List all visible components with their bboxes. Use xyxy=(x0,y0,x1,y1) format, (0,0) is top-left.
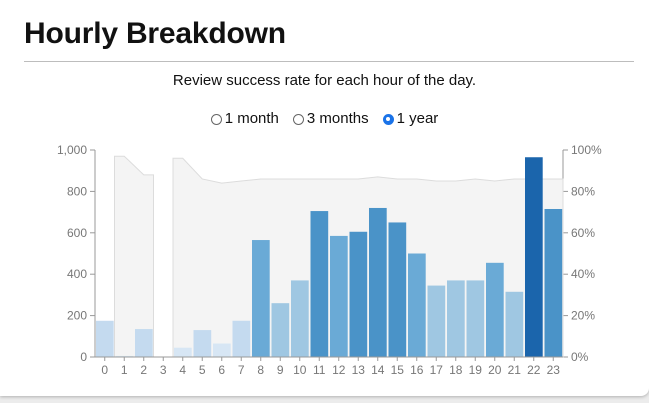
y-tick-label: 0 xyxy=(80,350,87,364)
bar-hour-22 xyxy=(525,157,543,357)
range-option-1-year[interactable]: 1 year xyxy=(382,110,439,127)
x-tick-label: 1 xyxy=(121,363,128,377)
bar-hour-0 xyxy=(96,320,114,357)
bar-hour-5 xyxy=(193,330,212,357)
range-option-label: 1 year xyxy=(396,110,439,127)
bar-hour-23 xyxy=(544,208,563,357)
radio-button-icon[interactable] xyxy=(210,113,222,125)
y2-tick-label: 0% xyxy=(571,350,589,364)
y-tick-label: 600 xyxy=(67,226,87,240)
bar-hour-15 xyxy=(388,222,407,357)
page-title: Hourly Breakdown xyxy=(24,17,286,50)
y2-tick-label: 100% xyxy=(571,143,602,157)
bar-hour-11 xyxy=(310,211,329,357)
bar-hour-9 xyxy=(271,303,290,357)
x-tick-label: 2 xyxy=(140,363,147,377)
bar-hour-18 xyxy=(447,280,465,357)
bar-hour-17 xyxy=(427,285,446,357)
bar-hour-12 xyxy=(330,235,348,357)
range-option-1-month[interactable]: 1 month xyxy=(210,110,279,127)
success-rate-area xyxy=(172,157,564,358)
x-tick-label: 3 xyxy=(160,363,167,377)
x-tick-label: 9 xyxy=(277,363,284,377)
x-tick-label: 22 xyxy=(527,363,541,377)
bar-hour-16 xyxy=(408,253,426,357)
x-tick-label: 6 xyxy=(218,363,225,377)
bar-hour-10 xyxy=(291,280,309,357)
bar-hour-13 xyxy=(349,231,368,357)
success-rate-area xyxy=(114,155,154,358)
y-tick-label: 800 xyxy=(67,184,87,198)
y2-tick-label: 40% xyxy=(571,267,595,281)
range-option-label: 3 months xyxy=(306,110,369,127)
chart-description: Review success rate for each hour of the… xyxy=(172,72,477,89)
bar-hour-19 xyxy=(466,280,485,357)
radio-button-checked-icon[interactable] xyxy=(382,113,394,125)
x-tick-label: 21 xyxy=(508,363,522,377)
x-tick-label: 11 xyxy=(313,363,326,377)
y2-tick-label: 20% xyxy=(571,309,595,323)
x-tick-label: 16 xyxy=(410,363,424,377)
x-tick-label: 12 xyxy=(332,363,346,377)
x-tick-label: 20 xyxy=(488,363,502,377)
y2-tick-label: 60% xyxy=(571,226,595,240)
title-divider xyxy=(24,61,634,62)
x-tick-label: 17 xyxy=(430,363,444,377)
bar-hour-8 xyxy=(252,240,270,357)
range-option-3-months[interactable]: 3 months xyxy=(292,110,369,127)
range-selector: 1 month 3 months 1 year xyxy=(0,110,649,127)
x-tick-label: 10 xyxy=(293,363,307,377)
radio-button-icon[interactable] xyxy=(292,113,304,125)
x-tick-label: 13 xyxy=(352,363,366,377)
bar-hour-4 xyxy=(174,347,192,357)
bar-hour-7 xyxy=(232,320,251,357)
bar-hour-6 xyxy=(213,343,231,357)
x-tick-label: 23 xyxy=(547,363,561,377)
x-tick-label: 7 xyxy=(238,363,245,377)
x-tick-label: 14 xyxy=(371,363,385,377)
bar-hour-1 xyxy=(115,355,134,357)
y-tick-label: 1,000 xyxy=(57,143,87,157)
x-tick-label: 18 xyxy=(449,363,463,377)
bar-hour-21 xyxy=(505,291,524,357)
bar-hour-20 xyxy=(486,262,504,357)
x-tick-label: 8 xyxy=(257,363,264,377)
x-tick-label: 5 xyxy=(199,363,206,377)
y-tick-label: 200 xyxy=(67,309,87,323)
bar-hour-14 xyxy=(369,207,387,357)
y2-tick-label: 80% xyxy=(571,184,595,198)
bar-hour-2 xyxy=(135,329,153,357)
y-tick-label: 400 xyxy=(67,267,87,281)
x-tick-label: 15 xyxy=(391,363,405,377)
x-tick-label: 19 xyxy=(469,363,483,377)
range-option-label: 1 month xyxy=(224,110,279,127)
x-tick-label: 0 xyxy=(101,363,108,377)
x-tick-label: 4 xyxy=(179,363,186,377)
